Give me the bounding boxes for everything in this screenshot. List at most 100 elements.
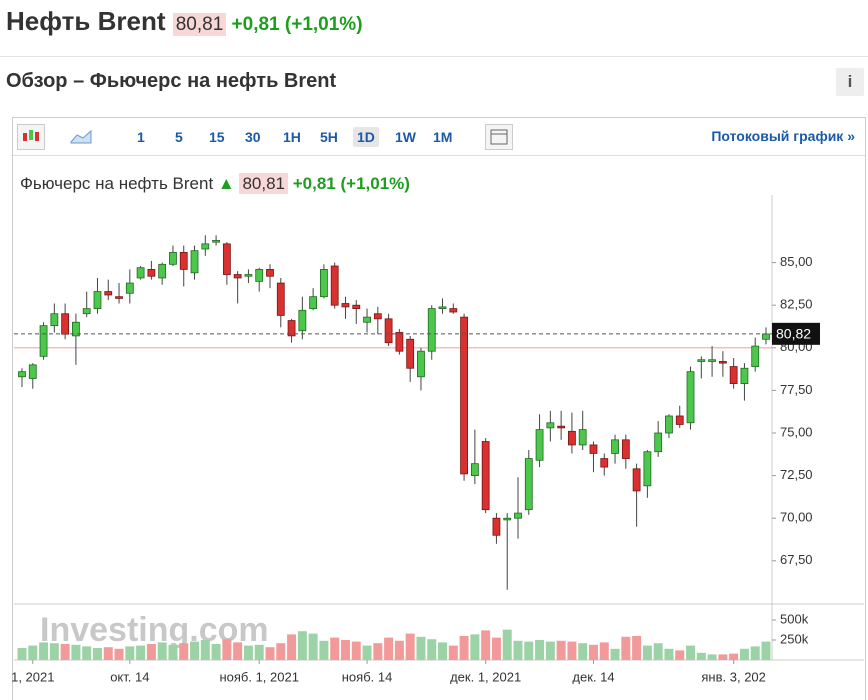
candle-body [546, 422, 555, 429]
volume-bar [136, 645, 146, 660]
area-icon[interactable] [69, 126, 95, 146]
candle-body [384, 318, 393, 344]
candle-body [708, 359, 716, 362]
interval-button[interactable]: 30 [245, 129, 261, 145]
candle-body [179, 251, 188, 270]
candle-body [492, 517, 501, 536]
interval-button[interactable]: 15 [209, 129, 225, 145]
volume-bar [265, 647, 275, 660]
interval-button[interactable]: 1W [395, 129, 416, 145]
legend-name: Фьючерс на нефть Brent [20, 174, 214, 193]
candle-body [212, 240, 220, 243]
x-tick-label: нояб. 1, 2021 [219, 669, 299, 684]
layout-icon[interactable] [485, 124, 513, 150]
volume-bar [535, 640, 545, 660]
volume-bar [373, 643, 383, 660]
volume-bar [71, 644, 81, 660]
candle-body [255, 269, 264, 282]
volume-bar [146, 644, 156, 660]
candle-body [276, 282, 285, 316]
candle-body [190, 250, 199, 274]
candle-body [169, 251, 177, 265]
candle-body [82, 308, 91, 315]
candle-body [621, 439, 630, 459]
candle-icon[interactable] [17, 124, 45, 150]
last-price-tag [772, 322, 820, 345]
candle-body [589, 444, 598, 454]
x-tick-label: 1, 2021 [11, 669, 54, 684]
volume-bar [49, 643, 59, 660]
volume-bar [405, 633, 415, 660]
candle-body [136, 267, 145, 279]
volume-bar [243, 645, 253, 660]
candle-body [406, 338, 415, 369]
interval-button[interactable]: 1 [137, 129, 145, 145]
candle-body [39, 325, 48, 357]
volume-bar [39, 642, 49, 660]
volume-bar [190, 641, 200, 660]
interval-button[interactable]: 1D [353, 127, 379, 147]
candle-body [395, 332, 404, 352]
candle-body [158, 263, 167, 279]
candle-body [287, 320, 296, 337]
volume-bar [621, 636, 631, 660]
volume-bar [416, 636, 426, 660]
volume-bar [513, 640, 523, 660]
volume-bar [524, 641, 534, 660]
interval-button[interactable]: 5H [320, 129, 338, 145]
volume-bar [599, 642, 609, 660]
candle-body [643, 451, 652, 487]
interval-button[interactable]: 1M [433, 129, 453, 145]
volume-bar [157, 642, 167, 660]
info-button[interactable]: i [836, 68, 864, 96]
change-pct: (+1,01%) [284, 14, 363, 35]
streaming-link[interactable]: Потоковый график » [711, 128, 855, 144]
volume-bar [92, 648, 102, 660]
candle-body [665, 415, 673, 434]
volume-bar [696, 652, 706, 660]
candle-body [373, 313, 382, 320]
candle-body [427, 308, 436, 352]
candle-body [740, 367, 749, 384]
volume-bar [556, 640, 566, 660]
volume-bar [394, 640, 404, 660]
candle-body [514, 512, 522, 519]
candle-body [697, 359, 706, 362]
volume-bar [470, 634, 480, 660]
volume-bar [200, 640, 210, 660]
candle-body [244, 274, 253, 277]
candle-body [298, 309, 307, 332]
candle-body [93, 291, 102, 310]
volume-bar [438, 642, 448, 660]
volume-bar [545, 641, 555, 660]
candle-body [363, 316, 371, 323]
candle-body [201, 243, 210, 250]
volume-bar [168, 644, 178, 660]
interval-button[interactable]: 5 [175, 129, 183, 145]
candle-body [115, 296, 123, 299]
volume-bar [448, 645, 458, 660]
candle-body [309, 296, 318, 310]
volume-bar [276, 643, 286, 660]
volume-bar [179, 643, 189, 660]
volume-bar [491, 637, 501, 660]
volume-bar [664, 648, 674, 660]
y-tick-label: 72,50 [780, 467, 813, 482]
volume-bar [632, 636, 642, 660]
candle-body [557, 425, 566, 429]
candle-body [568, 430, 576, 446]
volume-bar [653, 643, 663, 660]
candle-body [762, 333, 770, 340]
volume-bar [125, 646, 135, 660]
volume-bar [481, 630, 491, 660]
volume-bar [362, 645, 372, 660]
volume-bar [60, 644, 70, 660]
interval-button[interactable]: 1H [283, 129, 301, 145]
x-tick-label: дек. 14 [572, 669, 614, 684]
candle-body [654, 432, 663, 453]
volume-bar [297, 631, 307, 660]
candle-body [72, 321, 80, 337]
y-tick-label: 85,00 [780, 254, 813, 269]
